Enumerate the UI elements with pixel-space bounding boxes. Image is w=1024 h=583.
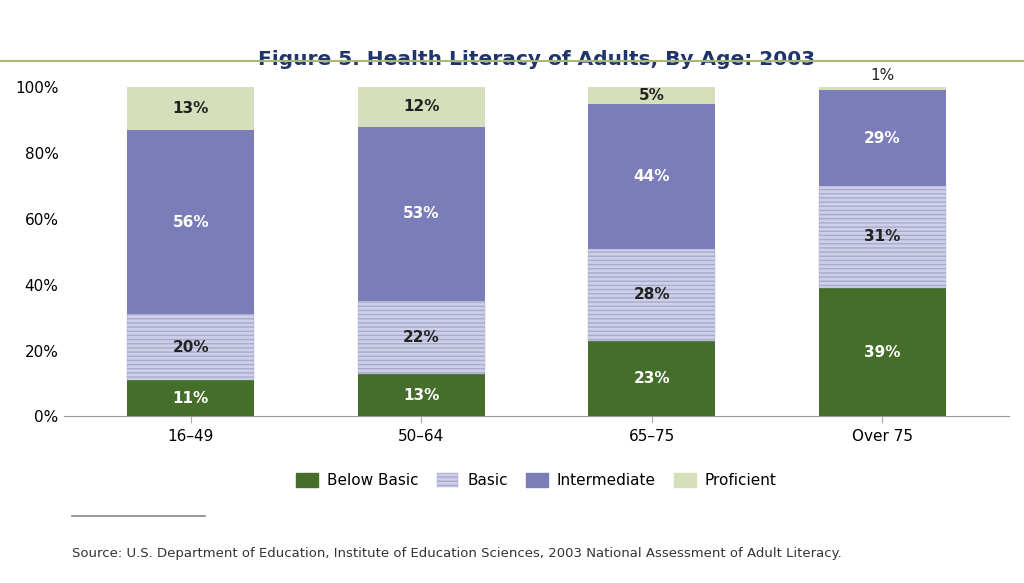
Text: 12%: 12%	[403, 100, 439, 114]
Text: 28%: 28%	[634, 287, 670, 302]
Bar	[819, 288, 945, 416]
Text: 53%: 53%	[403, 206, 439, 222]
Text: 13%: 13%	[173, 101, 209, 116]
Text: 23%: 23%	[634, 371, 670, 386]
Bar	[127, 380, 254, 416]
Text: 44%: 44%	[634, 168, 670, 184]
Bar	[127, 314, 254, 380]
Bar	[127, 87, 254, 130]
Bar	[127, 130, 254, 314]
Bar	[819, 186, 945, 288]
Bar	[358, 301, 484, 374]
Bar	[589, 104, 715, 248]
Bar	[589, 87, 715, 104]
Bar	[358, 87, 484, 127]
Text: 20%: 20%	[172, 340, 209, 355]
Text: 31%: 31%	[864, 230, 900, 244]
Bar	[358, 374, 484, 416]
Legend: Below Basic, Basic, Intermediate, Proficient: Below Basic, Basic, Intermediate, Profic…	[290, 467, 782, 494]
Bar	[819, 90, 945, 186]
Text: 5%: 5%	[639, 88, 665, 103]
Text: 1%: 1%	[870, 68, 894, 83]
Text: 11%: 11%	[173, 391, 209, 406]
Text: 13%: 13%	[403, 388, 439, 402]
Text: 22%: 22%	[402, 330, 439, 345]
Title: Figure 5. Health Literacy of Adults, By Age: 2003: Figure 5. Health Literacy of Adults, By …	[258, 50, 815, 69]
Text: 56%: 56%	[172, 215, 209, 230]
Text: 29%: 29%	[864, 131, 900, 146]
Bar	[589, 340, 715, 416]
Text: Source: U.S. Department of Education, Institute of Education Sciences, 2003 Nati: Source: U.S. Department of Education, In…	[72, 547, 842, 560]
Bar	[358, 127, 484, 301]
Text: 39%: 39%	[864, 345, 900, 360]
Bar	[819, 87, 945, 90]
Bar	[589, 248, 715, 340]
